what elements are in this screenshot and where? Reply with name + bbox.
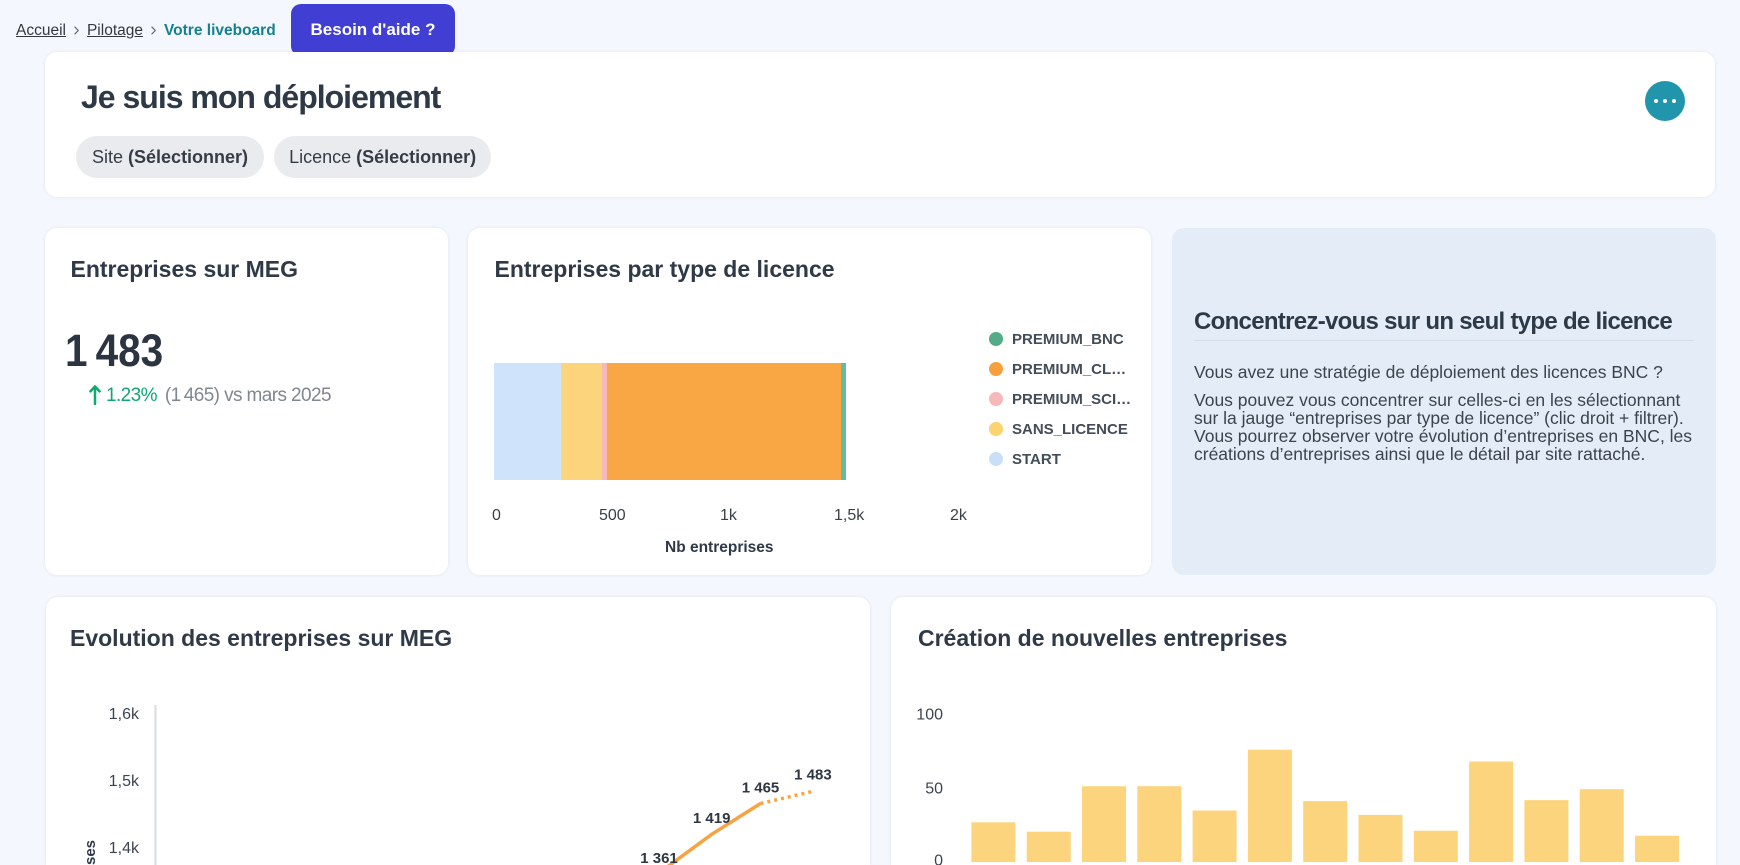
svg-text:ses: ses <box>82 840 99 865</box>
svg-text:1,5k: 1,5k <box>109 773 140 790</box>
svg-text:0: 0 <box>934 853 943 865</box>
svg-text:100: 100 <box>916 706 943 723</box>
svg-text:1 465: 1 465 <box>742 780 780 797</box>
svg-text:1 483: 1 483 <box>794 767 832 784</box>
svg-text:1,6k: 1,6k <box>109 706 140 723</box>
svg-text:1 361: 1 361 <box>640 850 678 865</box>
svg-text:1 419: 1 419 <box>693 810 731 827</box>
svg-text:50: 50 <box>925 781 943 798</box>
svg-text:1,4k: 1,4k <box>109 840 140 857</box>
